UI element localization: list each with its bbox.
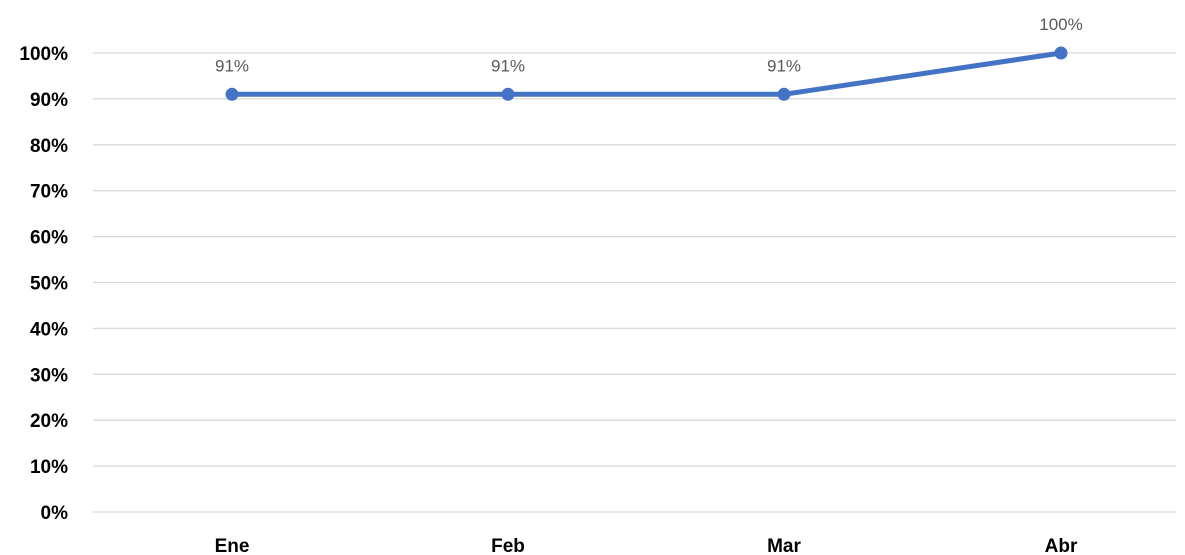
y-tick-label: 60% <box>30 228 68 249</box>
x-tick-label: Ene <box>215 536 250 555</box>
series-line <box>229 50 1064 97</box>
y-tick-label: 70% <box>30 182 68 203</box>
data-label: 91% <box>767 56 801 75</box>
gridlines <box>93 52 1176 513</box>
data-point <box>501 87 515 101</box>
y-tick-label: 80% <box>30 136 68 157</box>
data-point <box>1054 46 1068 60</box>
data-label: 91% <box>491 56 525 75</box>
x-tick-label: Mar <box>767 536 801 555</box>
y-tick-label: 50% <box>30 274 68 295</box>
y-tick-label: 100% <box>19 44 68 65</box>
y-tick-label: 90% <box>30 90 68 111</box>
series <box>225 46 1068 101</box>
y-tick-label: 40% <box>30 319 68 340</box>
y-axis-tick-labels: 0% 10% 20% 30% 40% 50% 60% 70% 80% 90% 100% <box>19 44 68 524</box>
y-tick-label: 20% <box>30 411 68 432</box>
data-labels: 91% 91% 91% 100% <box>215 15 1083 75</box>
x-tick-label: Abr <box>1045 536 1078 555</box>
data-point <box>225 87 239 101</box>
data-label: 91% <box>215 56 249 75</box>
y-tick-label: 10% <box>30 457 68 478</box>
y-tick-label: 30% <box>30 365 68 386</box>
y-tick-label: 0% <box>41 503 69 524</box>
x-tick-label: Feb <box>491 536 525 555</box>
data-label: 100% <box>1039 15 1082 34</box>
data-point <box>777 87 791 101</box>
x-axis-tick-labels: Ene Feb Mar Abr <box>215 536 1078 555</box>
